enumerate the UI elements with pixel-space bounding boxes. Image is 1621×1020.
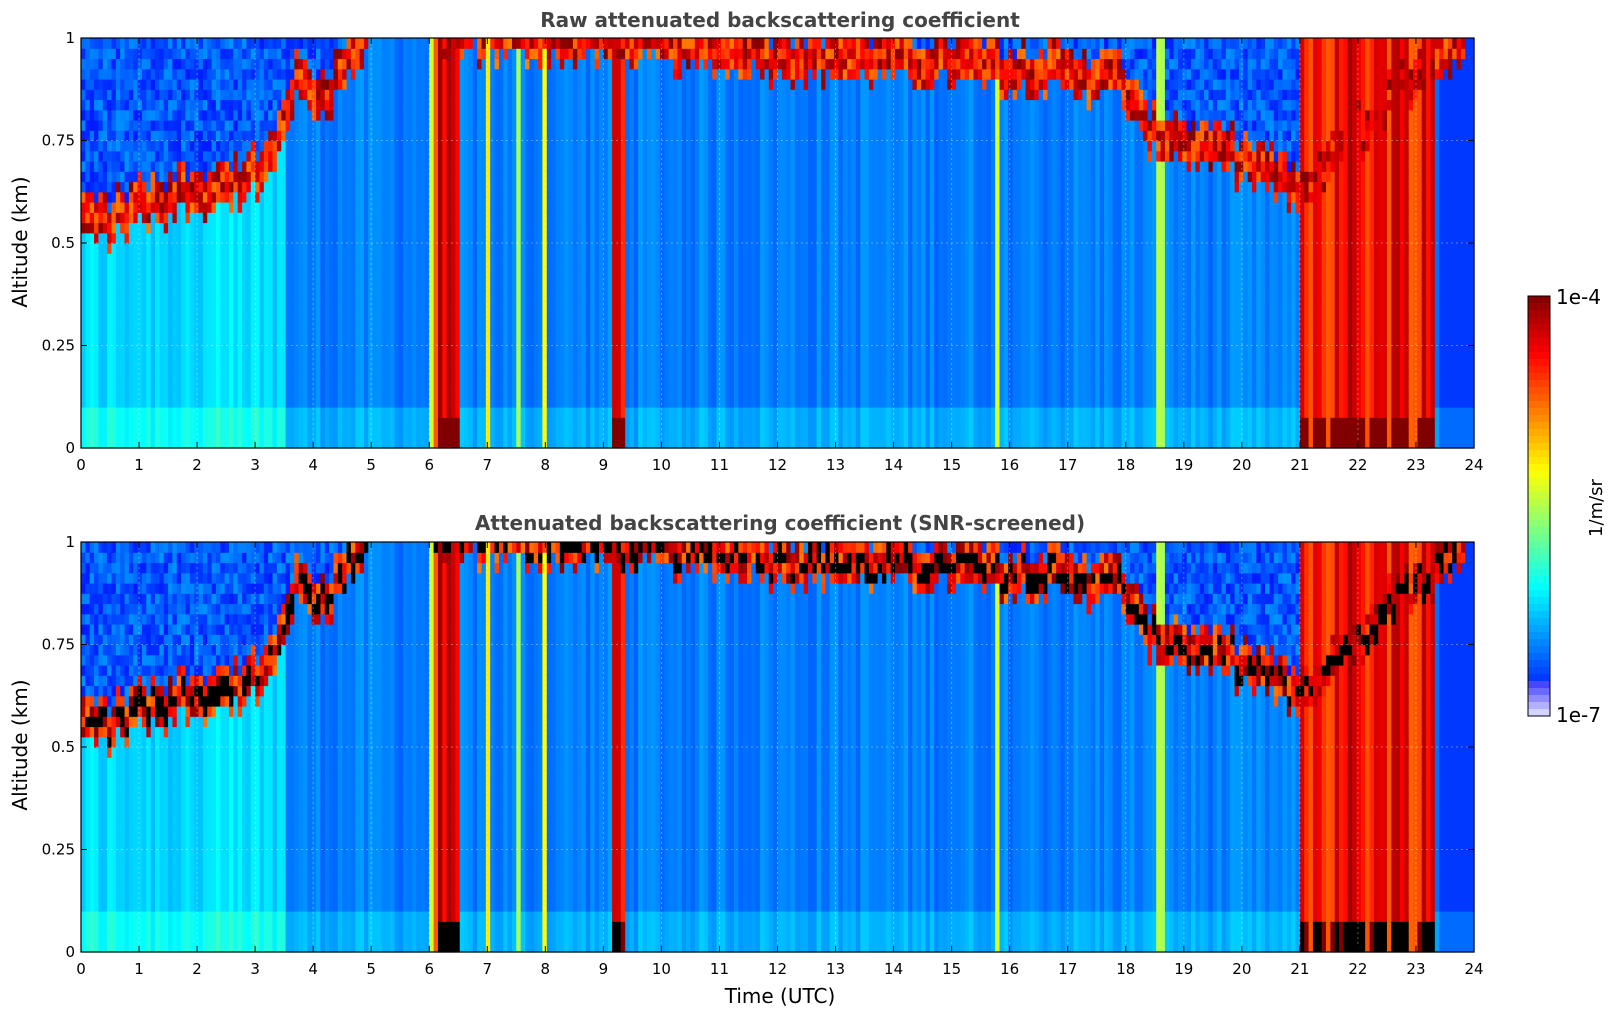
x-tick-label: 19 xyxy=(1174,960,1193,978)
y-tick-label: 0.75 xyxy=(42,636,75,654)
x-tick-label: 13 xyxy=(826,456,845,474)
colorbar-min-label: 1e-7 xyxy=(1556,703,1601,727)
panel-screened: Attenuated backscattering coefficient (S… xyxy=(8,511,1484,1008)
x-tick-label: 1 xyxy=(134,960,144,978)
colorbar-gradient xyxy=(1528,296,1550,717)
x-tick-label: 17 xyxy=(1058,456,1077,474)
x-tick-label: 9 xyxy=(599,456,609,474)
x-tick-label: 10 xyxy=(652,456,671,474)
x-tick-label: 9 xyxy=(599,960,609,978)
x-tick-label: 1 xyxy=(134,456,144,474)
x-tick-label: 20 xyxy=(1232,960,1251,978)
x-tick-label: 18 xyxy=(1116,960,1135,978)
x-tick-label: 22 xyxy=(1348,456,1367,474)
x-tick-label: 10 xyxy=(652,960,671,978)
y-tick-label: 1 xyxy=(65,533,75,551)
y-axis-label-raw: Altitude (km) xyxy=(8,176,32,307)
x-tick-label: 8 xyxy=(541,456,551,474)
x-tick-label: 4 xyxy=(308,456,318,474)
y-tick-label: 0 xyxy=(65,439,75,457)
x-tick-label: 19 xyxy=(1174,456,1193,474)
y-tick-label: 0.75 xyxy=(42,132,75,150)
x-tick-label: 16 xyxy=(1000,456,1019,474)
colorbar-max-label: 1e-4 xyxy=(1556,285,1601,309)
x-tick-label: 11 xyxy=(710,456,729,474)
x-tick-label: 23 xyxy=(1406,456,1425,474)
y-axis-label-screened: Altitude (km) xyxy=(8,679,32,810)
x-tick-label: 15 xyxy=(942,456,961,474)
x-tick-label: 6 xyxy=(424,960,434,978)
x-tick-label: 14 xyxy=(884,960,903,978)
x-tick-label: 12 xyxy=(768,960,787,978)
panel-title-screened: Attenuated backscattering coefficient (S… xyxy=(475,511,1085,535)
panel-raw: Raw attenuated backscattering coefficien… xyxy=(8,8,1484,474)
colorbar-label: 1/m/sr xyxy=(1586,478,1607,536)
x-tick-label: 20 xyxy=(1232,456,1251,474)
heatmap-screened: 0 1 2 3 4 5 6 7 8 9 10 11 12 13 14 15 16 17 18 19 20 21 22 23 24… xyxy=(42,533,1484,978)
x-tick-label: 5 xyxy=(366,456,376,474)
x-tick-label: 6 xyxy=(424,456,434,474)
x-tick-label: 0 xyxy=(76,456,86,474)
y-tick-label: 0 xyxy=(65,943,75,961)
x-tick-label: 8 xyxy=(541,960,551,978)
x-tick-label: 2 xyxy=(192,456,202,474)
y-tick-label: 0.5 xyxy=(51,234,75,252)
x-tick-label: 5 xyxy=(366,960,376,978)
heatmap-raw: 0 1 2 3 4 5 6 7 8 9 10 11 12 13 14 15 16 17 18 19 20 21 22 23 24… xyxy=(42,29,1484,474)
x-tick-label: 22 xyxy=(1348,960,1367,978)
x-tick-label: 0 xyxy=(76,960,86,978)
y-tick-label: 0.25 xyxy=(42,841,75,859)
x-tick-label: 2 xyxy=(192,960,202,978)
x-axis-label: Time (UTC) xyxy=(724,984,836,1008)
panel-title-raw: Raw attenuated backscattering coefficien… xyxy=(540,8,1020,32)
x-tick-label: 12 xyxy=(768,456,787,474)
x-tick-label: 21 xyxy=(1290,960,1309,978)
x-tick-label: 4 xyxy=(308,960,318,978)
x-tick-label: 17 xyxy=(1058,960,1077,978)
x-tick-label: 24 xyxy=(1464,960,1483,978)
colorbar: 1e-4 1e-7 1/m/sr xyxy=(1528,285,1607,727)
x-tick-label: 15 xyxy=(942,960,961,978)
x-tick-label: 18 xyxy=(1116,456,1135,474)
x-tick-label: 3 xyxy=(250,960,260,978)
x-tick-label: 13 xyxy=(826,960,845,978)
y-tick-label: 0.5 xyxy=(51,738,75,756)
x-tick-label: 11 xyxy=(710,960,729,978)
x-tick-label: 24 xyxy=(1464,456,1483,474)
x-tick-label: 23 xyxy=(1406,960,1425,978)
x-tick-label: 14 xyxy=(884,456,903,474)
x-tick-label: 3 xyxy=(250,456,260,474)
x-tick-label: 7 xyxy=(483,456,493,474)
x-tick-label: 7 xyxy=(483,960,493,978)
x-tick-label: 21 xyxy=(1290,456,1309,474)
y-tick-label: 0.25 xyxy=(42,337,75,355)
y-tick-label: 1 xyxy=(65,29,75,47)
x-tick-label: 16 xyxy=(1000,960,1019,978)
